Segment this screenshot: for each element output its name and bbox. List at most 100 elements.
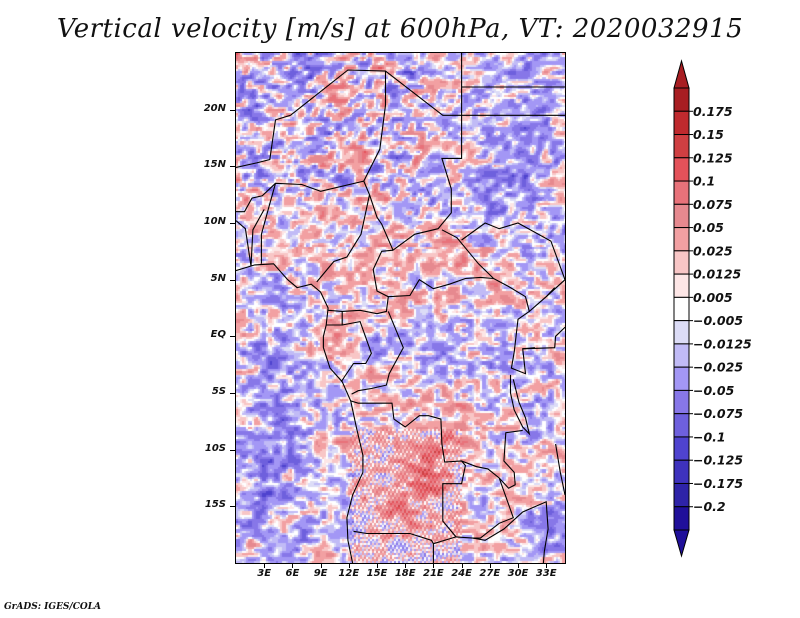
colorbar-bin (673, 320, 690, 345)
colorbar-bin (673, 157, 690, 182)
colorbar-level-label: −0.075 (693, 406, 743, 421)
vertical-velocity-field (236, 53, 565, 563)
lon-tick-label: 24E (451, 568, 472, 579)
lon-tick-label: 15E (366, 568, 388, 579)
map-plot-area[interactable] (236, 53, 565, 563)
lat-tick (230, 166, 235, 168)
colorbar-level-label: 0.175 (693, 104, 733, 119)
border-line (260, 180, 371, 283)
colorbar-bin (673, 180, 690, 205)
border-line (250, 209, 265, 267)
colorbar-level-label: −0.0125 (693, 336, 752, 351)
lat-tick (230, 449, 235, 451)
colorbar-level-label: 0.1 (693, 174, 715, 189)
lat-tick (230, 506, 235, 508)
colorbar-bin (673, 459, 690, 484)
lon-tick (377, 563, 378, 568)
lat-tick (230, 279, 235, 281)
border-line (340, 320, 373, 382)
lon-tick (433, 563, 435, 568)
border-line (455, 477, 514, 539)
grads-credit: GrADS: IGES/COLA (4, 602, 102, 612)
border-line (236, 263, 364, 563)
border-line (522, 326, 565, 350)
lon-tick-label: 30E (507, 568, 529, 579)
lat-tick-label: 5S (211, 386, 226, 397)
colorbar-bin (673, 482, 690, 508)
lat-tick (230, 109, 235, 111)
lat-tick-label: 15N (203, 159, 226, 171)
colorbar-level-label: 0.15 (693, 127, 724, 142)
lon-tick (518, 563, 519, 568)
colorbar-bin (673, 227, 690, 252)
lat-tick (230, 336, 235, 338)
lat-tick-label: 10S (204, 442, 226, 454)
lon-tick (546, 563, 548, 568)
border-line (510, 347, 535, 375)
colorbar-level-label: 0.125 (693, 150, 733, 165)
lat-tick-label: 20N (203, 102, 226, 114)
lon-tick-label: 12E (338, 568, 360, 579)
lat-tick (230, 223, 235, 224)
border-line (236, 220, 252, 267)
colorbar-level-label: −0.175 (693, 476, 743, 491)
lon-tick-label: 3E (257, 568, 272, 579)
lon-tick (320, 563, 322, 568)
colorbar-level-label: 0.025 (693, 243, 733, 258)
border-line (472, 500, 549, 563)
lon-tick (461, 563, 463, 568)
lat-tick-label: 15S (204, 499, 226, 511)
lat-tick-label: 5N (210, 272, 226, 284)
colorbar-level-label: −0.05 (693, 383, 735, 398)
border-line (350, 400, 466, 545)
colorbar-bin (673, 343, 690, 368)
lon-tick (489, 563, 491, 568)
colorbar-level-label: 0.005 (693, 290, 733, 305)
colorbar-legend: 0.175 0.15 0.125 0.1 0.075 0.05 0.025 0.0125 0.0… (673, 59, 752, 558)
colorbar-bin (673, 506, 690, 531)
border-line (236, 182, 276, 213)
border-line (461, 222, 565, 280)
lon-tick-label: 21E (423, 568, 444, 579)
colorbar-bin (673, 366, 690, 391)
colorbar-level-label: −0.1 (693, 429, 726, 444)
colorbar-level-label: 0.05 (693, 220, 724, 235)
border-line (351, 311, 404, 395)
lon-tick (292, 563, 294, 568)
border-line (509, 374, 531, 436)
chart-title: Vertical velocity [m/s] at 600hPa, VT: 2… (56, 14, 744, 44)
border-line (368, 53, 463, 252)
border-line (388, 276, 530, 353)
colorbar-bin (673, 110, 690, 136)
lon-tick-label: 9E (313, 568, 328, 579)
colorbar-level-label: −0.2 (693, 499, 726, 514)
lon-tick-label: 33E (535, 568, 557, 579)
border-line (461, 429, 523, 489)
colorbar-bin (673, 134, 690, 159)
lon-tick (405, 563, 407, 568)
colorbar-bin (673, 87, 690, 112)
border-line (528, 287, 556, 312)
colorbar-level-label: 0.075 (693, 197, 733, 212)
colorbar-bin (673, 273, 690, 298)
colorbar-bin (673, 203, 690, 229)
colorbar-level-label: −0.025 (693, 360, 743, 375)
border-line (441, 229, 494, 279)
border-line (555, 443, 565, 496)
border-line (328, 249, 394, 315)
lat-tick-label: 10N (203, 216, 226, 227)
lon-tick-label: 18E (394, 568, 416, 579)
lon-tick (348, 563, 350, 568)
colorbar-max-arrow (673, 59, 690, 89)
colorbar-bin (673, 436, 690, 461)
colorbar-bin (673, 296, 690, 322)
colorbar-level-label: −0.125 (693, 453, 743, 468)
lon-tick-label: 27E (479, 568, 501, 579)
lon-tick (264, 563, 266, 568)
colorbar-bin (673, 250, 690, 275)
country-borders (236, 53, 565, 563)
colorbar-min-arrow (673, 529, 690, 558)
lat-tick (230, 393, 235, 394)
lon-tick-label: 6E (285, 568, 300, 579)
border-line (236, 69, 462, 169)
